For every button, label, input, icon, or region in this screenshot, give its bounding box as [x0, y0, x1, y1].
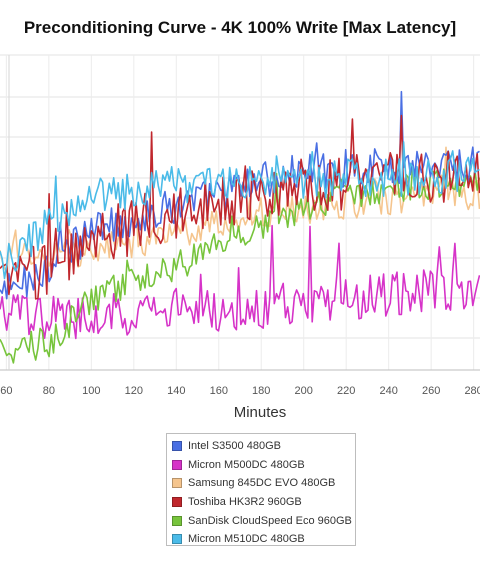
x-tick-label-180: 180: [252, 385, 270, 397]
x-tick-label-60: 60: [0, 385, 12, 397]
legend-item: Micron M500DC 480GB: [172, 456, 355, 475]
legend-label: Micron M500DC 480GB: [188, 458, 305, 471]
legend-label: Toshiba HK3R2 960GB: [188, 496, 302, 509]
legend-item: Micron M510DC 480GB: [172, 530, 355, 549]
x-tick-label-260: 260: [422, 385, 440, 397]
legend-label: Intel S3500 480GB: [188, 440, 281, 453]
series-line-1: [0, 224, 480, 340]
legend-item: Samsung 845DC EVO 480GB: [172, 474, 355, 493]
legend-swatch: [172, 459, 182, 470]
x-tick-label-200: 200: [295, 385, 313, 397]
x-tick-label-220: 220: [337, 385, 355, 397]
x-axis-label: Minutes: [233, 404, 287, 421]
x-tick-label-140: 140: [167, 385, 185, 397]
legend: Intel S3500 480GB Micron M500DC 480GB Sams…: [166, 433, 356, 546]
x-tick-label-100: 100: [82, 385, 100, 397]
x-tick-label-80: 80: [43, 385, 55, 397]
x-axis-ticks: 60 80 100 120 140 160 180 200 220 240 260 280: [0, 385, 480, 397]
x-tick-label-240: 240: [379, 385, 397, 397]
x-tick-label-120: 120: [125, 385, 143, 397]
legend-swatch: [172, 478, 182, 489]
legend-swatch: [172, 497, 182, 508]
legend-item: Intel S3500 480GB: [172, 437, 355, 456]
legend-label: SanDisk CloudSpeed Eco 960GB: [188, 514, 352, 527]
series-lines: [0, 90, 480, 364]
legend-swatch: [172, 534, 182, 545]
series-line-5: [0, 141, 480, 280]
legend-label: Samsung 845DC EVO 480GB: [188, 477, 336, 490]
legend-label: Micron M510DC 480GB: [188, 533, 305, 546]
chart-title: Preconditioning Curve - 4K 100% Write [M…: [23, 18, 457, 37]
legend-swatch: [172, 515, 182, 526]
x-tick-label-160: 160: [210, 385, 228, 397]
series-line-4: [0, 164, 480, 364]
legend-swatch: [172, 441, 182, 452]
x-tick-label-280: 280: [464, 385, 480, 397]
legend-item: SanDisk CloudSpeed Eco 960GB: [172, 511, 355, 530]
legend-item: Toshiba HK3R2 960GB: [172, 493, 355, 512]
